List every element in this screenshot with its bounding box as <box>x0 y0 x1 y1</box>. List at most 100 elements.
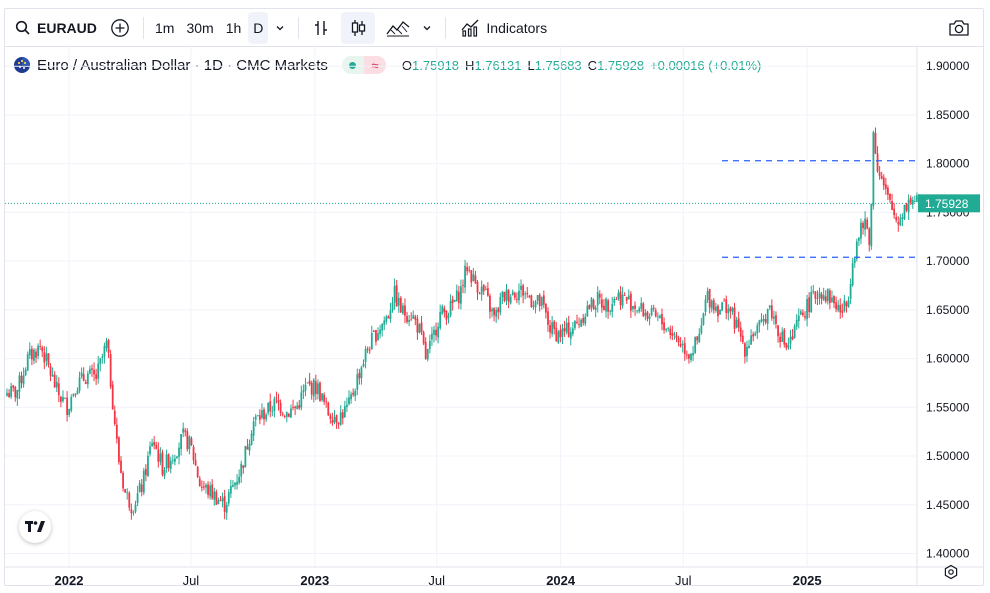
candle-body <box>406 316 408 322</box>
candle-body <box>656 316 659 318</box>
candle-body <box>530 295 533 308</box>
add-symbol-icon <box>111 18 129 37</box>
candle-body <box>688 354 690 359</box>
candle-body <box>169 460 172 469</box>
candle-body <box>410 319 413 321</box>
interval-30m[interactable]: 30m <box>186 19 214 36</box>
candle-body <box>646 311 649 319</box>
chart-settings-button[interactable] <box>943 564 959 585</box>
candle-body <box>431 333 433 340</box>
candle-body <box>144 468 147 476</box>
candle-body <box>526 292 529 295</box>
candle-body <box>209 485 212 497</box>
chart-type-button[interactable] <box>341 11 376 44</box>
candle-body <box>188 436 191 449</box>
drawing-tools-dropdown[interactable] <box>415 12 439 44</box>
candle-body <box>149 446 151 455</box>
candle-body <box>173 458 176 462</box>
candle-body <box>822 295 825 300</box>
candle-body <box>571 328 574 334</box>
candle-body <box>847 300 850 307</box>
candle-body <box>694 336 697 353</box>
candle-body <box>341 412 344 419</box>
candle-body <box>111 384 114 410</box>
candle-body <box>275 397 278 399</box>
candle-body <box>265 414 267 420</box>
candle-body <box>269 401 272 412</box>
candle-body <box>567 322 570 337</box>
candle-body <box>650 307 653 316</box>
candle-body <box>99 358 102 364</box>
interval-1h[interactable]: 1h <box>225 19 242 36</box>
candle-body <box>557 331 560 343</box>
candle-body <box>12 385 15 388</box>
bar-replay-button[interactable] <box>305 12 337 44</box>
candle-body <box>223 496 226 512</box>
interval-dropdown[interactable] <box>268 12 292 44</box>
candle-body <box>24 369 27 376</box>
high-value: 1.76131 <box>474 57 522 73</box>
candle-body <box>553 321 556 329</box>
candle-body <box>310 382 313 395</box>
candle-body <box>725 299 728 314</box>
low-key: L <box>527 57 535 73</box>
toolbar-divider <box>298 16 300 39</box>
low-value: 1.75683 <box>534 57 582 73</box>
candle-body <box>134 504 137 512</box>
candle-body <box>30 348 33 360</box>
candle-body <box>215 491 218 505</box>
candle-body <box>561 328 564 337</box>
candle-body <box>702 313 705 325</box>
candle-body <box>113 410 116 425</box>
candle-body <box>323 394 326 402</box>
candle-body <box>484 289 487 291</box>
candle-body <box>574 321 576 329</box>
candle-body <box>155 444 158 449</box>
snapshot-button[interactable] <box>943 12 975 44</box>
candle-body <box>401 305 404 314</box>
candle-body <box>377 333 379 341</box>
candle-body <box>302 390 305 392</box>
indicators-button[interactable]: Indicators <box>452 12 555 44</box>
candle-body <box>895 217 898 221</box>
close-key: C <box>587 57 598 73</box>
candle-body <box>304 384 307 391</box>
compare-symbol-button[interactable] <box>103 12 137 44</box>
candle-body <box>874 133 877 154</box>
candle-body <box>91 368 93 370</box>
candle-body <box>165 454 168 469</box>
candle-body <box>395 285 398 307</box>
candle-body <box>482 284 485 292</box>
candle-body <box>348 397 350 405</box>
candle-body <box>447 315 450 318</box>
candle-body <box>317 383 319 395</box>
tradingview-logo[interactable] <box>19 511 51 543</box>
candle-body <box>33 349 35 361</box>
candle-body <box>457 291 460 304</box>
price-chart[interactable]: 1.900001.850001.800001.750001.700001.650… <box>5 47 984 586</box>
candle-body <box>754 333 757 336</box>
candle-body <box>261 410 263 418</box>
series-title[interactable]: Euro / Australian Dollar · 1D · CMC Mark… <box>37 56 328 74</box>
candle-body <box>559 329 562 338</box>
candle-body <box>414 316 417 320</box>
candle-body <box>679 343 682 347</box>
candle-body <box>196 466 199 478</box>
interval-d[interactable]: D <box>248 11 269 44</box>
market-status-pill[interactable]: ≈ <box>341 56 386 74</box>
drawing-tools-button[interactable] <box>381 12 415 44</box>
candle-body <box>625 297 628 301</box>
candle-body <box>536 295 539 301</box>
eu-au-flag-icon <box>14 57 30 73</box>
candle-body <box>433 329 435 335</box>
symbol-search-button[interactable]: EURAUD <box>5 12 103 44</box>
candle-body <box>333 416 336 423</box>
candle-body <box>603 305 605 311</box>
time-tick-label: 2024 <box>546 573 576 586</box>
interval-1m[interactable]: 1m <box>155 19 175 36</box>
candle-body <box>370 333 373 350</box>
candle-body <box>122 472 124 489</box>
candle-body <box>439 311 442 329</box>
candle-body <box>443 308 446 313</box>
candle-body <box>613 298 616 304</box>
